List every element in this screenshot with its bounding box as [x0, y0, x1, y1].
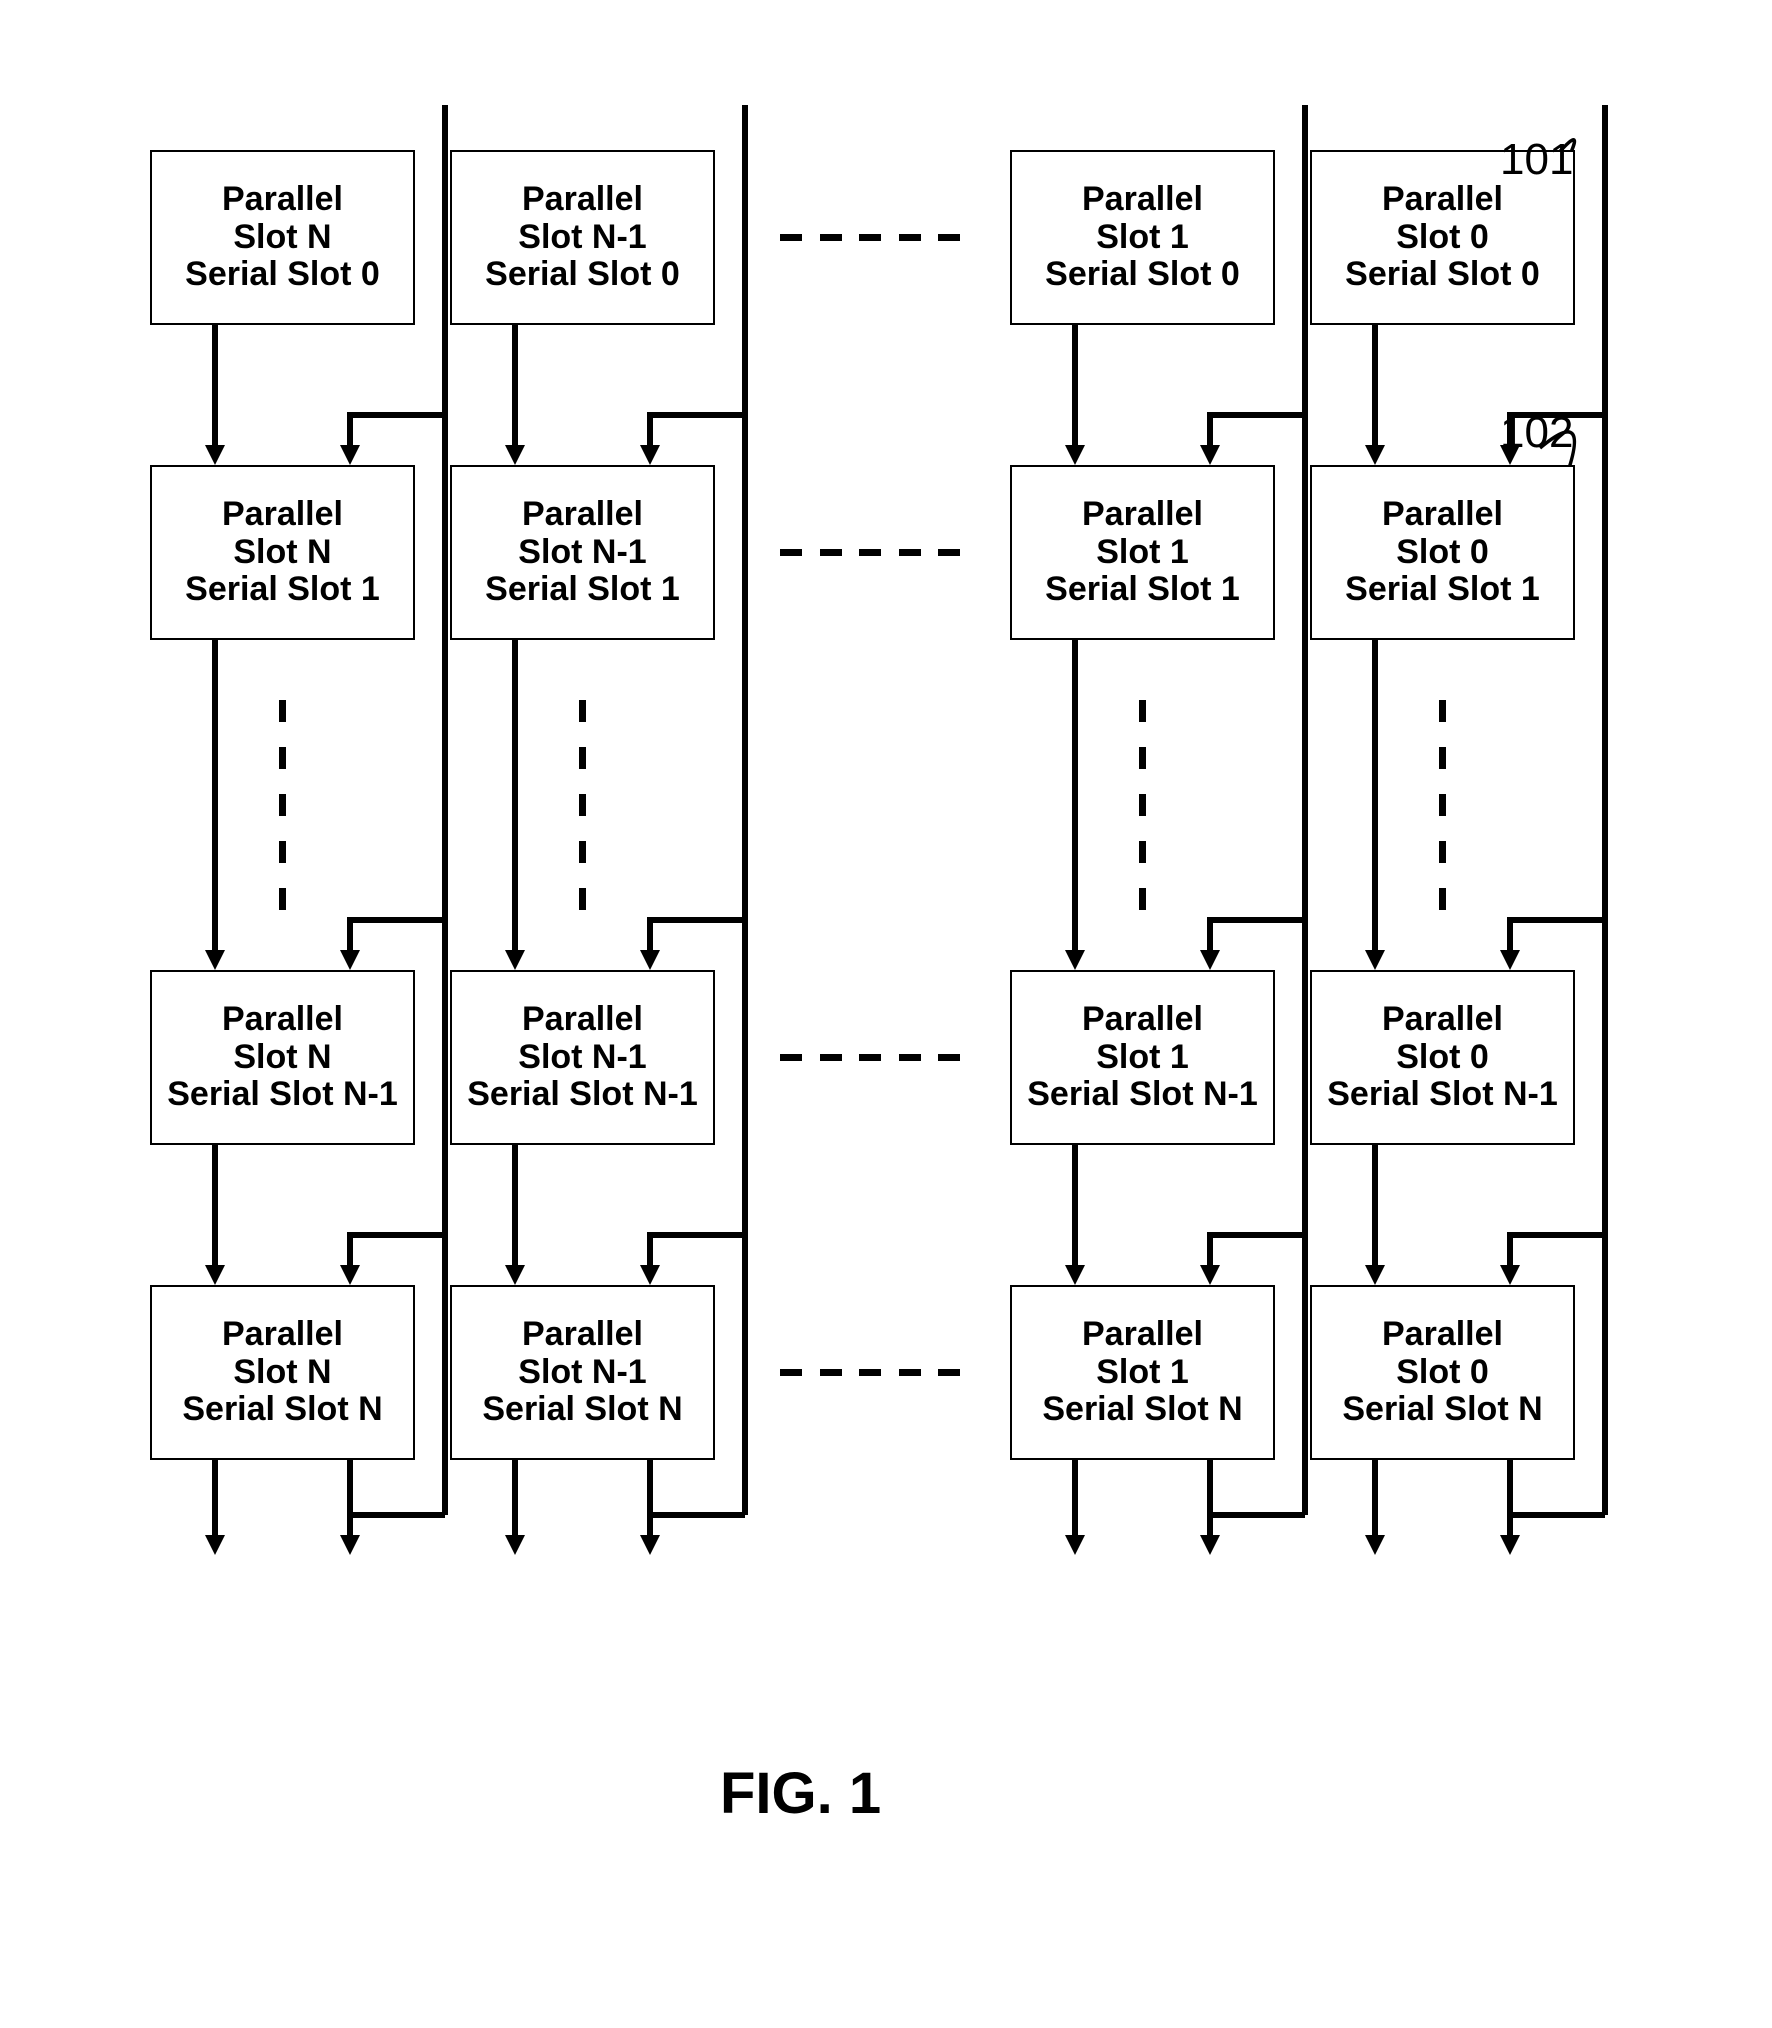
parallel-slot-label: Parallel Slot N-1 — [518, 1316, 646, 1391]
parallel-slot-label: Parallel Slot N-1 — [518, 496, 646, 571]
h-ellipsis — [780, 234, 960, 241]
serial-slot-label: Serial Slot N-1 — [1327, 1076, 1558, 1113]
slot-node: Parallel Slot N-1Serial Slot 0 — [450, 150, 715, 325]
h-ellipsis — [780, 1369, 960, 1376]
v-ellipsis — [1439, 700, 1446, 910]
parallel-slot-label: Parallel Slot N — [222, 1001, 343, 1076]
h-ellipsis — [780, 549, 960, 556]
serial-slot-label: Serial Slot 0 — [485, 256, 680, 293]
slot-node: Parallel Slot N-1Serial Slot N-1 — [450, 970, 715, 1145]
serial-slot-label: Serial Slot N — [482, 1391, 682, 1428]
serial-slot-label: Serial Slot 1 — [1345, 571, 1540, 608]
parallel-slot-label: Parallel Slot N-1 — [518, 1001, 646, 1076]
parallel-slot-label: Parallel Slot 1 — [1082, 181, 1203, 256]
h-ellipsis — [780, 1054, 960, 1061]
serial-slot-label: Serial Slot N-1 — [167, 1076, 398, 1113]
slot-node: Parallel Slot N-1Serial Slot N — [450, 1285, 715, 1460]
slot-node: Parallel Slot NSerial Slot 0 — [150, 150, 415, 325]
figure-1-stage: FIG. 1 Parallel Slot 0Serial Slot 0Paral… — [0, 0, 1772, 2028]
parallel-slot-label: Parallel Slot 0 — [1382, 1001, 1503, 1076]
slot-node: Parallel Slot NSerial Slot 1 — [150, 465, 415, 640]
parallel-slot-label: Parallel Slot N — [222, 181, 343, 256]
parallel-slot-label: Parallel Slot 1 — [1082, 1316, 1203, 1391]
slot-node: Parallel Slot N-1Serial Slot 1 — [450, 465, 715, 640]
serial-slot-label: Serial Slot 0 — [185, 256, 380, 293]
v-ellipsis — [579, 700, 586, 910]
parallel-slot-label: Parallel Slot 0 — [1382, 496, 1503, 571]
slot-node: Parallel Slot 1Serial Slot 0 — [1010, 150, 1275, 325]
figure-label: FIG. 1 — [720, 1760, 881, 1827]
v-ellipsis — [279, 700, 286, 910]
serial-slot-label: Serial Slot 0 — [1045, 256, 1240, 293]
serial-slot-label: Serial Slot N — [182, 1391, 382, 1428]
parallel-slot-label: Parallel Slot 1 — [1082, 496, 1203, 571]
callout-101: 101 — [1500, 135, 1573, 185]
callout-102: 102 — [1500, 408, 1573, 458]
serial-slot-label: Serial Slot N — [1342, 1391, 1542, 1428]
slot-node: Parallel Slot 1Serial Slot 1 — [1010, 465, 1275, 640]
serial-slot-label: Serial Slot N — [1042, 1391, 1242, 1428]
parallel-slot-label: Parallel Slot N-1 — [518, 181, 646, 256]
parallel-slot-label: Parallel Slot N — [222, 1316, 343, 1391]
slot-node: Parallel Slot NSerial Slot N — [150, 1285, 415, 1460]
parallel-slot-label: Parallel Slot 0 — [1382, 181, 1503, 256]
slot-node: Parallel Slot 1Serial Slot N-1 — [1010, 970, 1275, 1145]
serial-slot-label: Serial Slot N-1 — [1027, 1076, 1258, 1113]
serial-slot-label: Serial Slot 0 — [1345, 256, 1540, 293]
serial-slot-label: Serial Slot N-1 — [467, 1076, 698, 1113]
slot-node: Parallel Slot 0Serial Slot 1 — [1310, 465, 1575, 640]
serial-slot-label: Serial Slot 1 — [1045, 571, 1240, 608]
slot-node: Parallel Slot 0Serial Slot N — [1310, 1285, 1575, 1460]
parallel-slot-label: Parallel Slot 1 — [1082, 1001, 1203, 1076]
parallel-slot-label: Parallel Slot N — [222, 496, 343, 571]
parallel-slot-label: Parallel Slot 0 — [1382, 1316, 1503, 1391]
slot-node: Parallel Slot 1Serial Slot N — [1010, 1285, 1275, 1460]
slot-node: Parallel Slot 0Serial Slot N-1 — [1310, 970, 1575, 1145]
v-ellipsis — [1139, 700, 1146, 910]
slot-node: Parallel Slot NSerial Slot N-1 — [150, 970, 415, 1145]
serial-slot-label: Serial Slot 1 — [485, 571, 680, 608]
serial-slot-label: Serial Slot 1 — [185, 571, 380, 608]
